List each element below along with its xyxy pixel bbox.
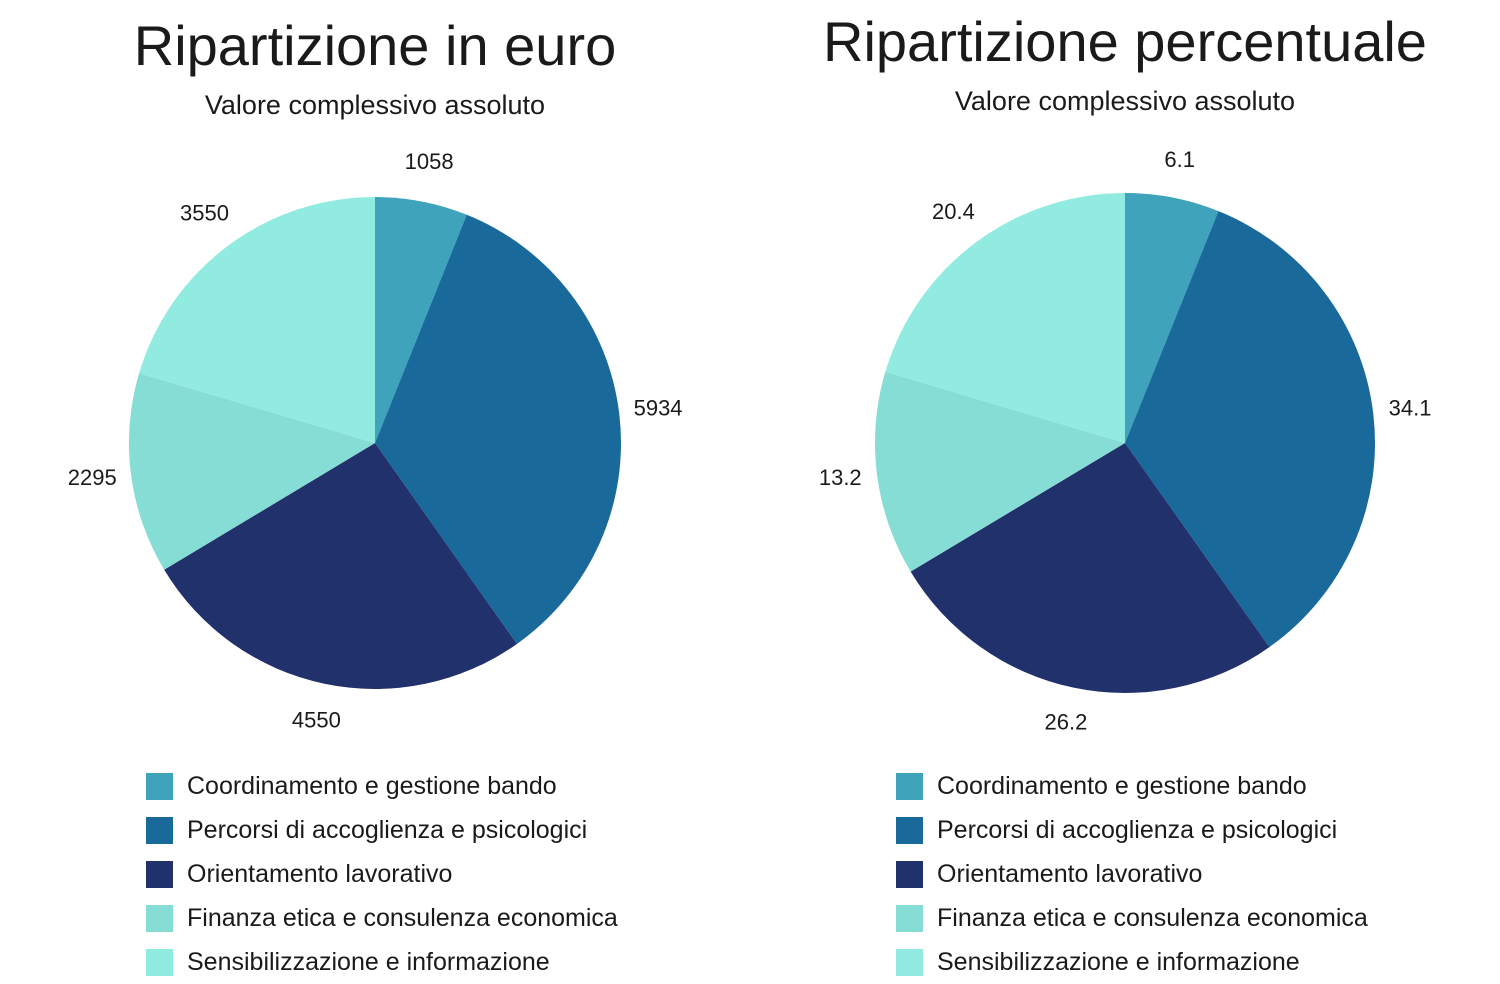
data-label: 13.2	[819, 465, 862, 490]
legend-swatch	[146, 948, 173, 976]
chart-panel-euro: Ripartizione in euro Valore complessivo …	[68, 14, 683, 984]
pie-slice[interactable]	[885, 193, 1125, 443]
pie-slice[interactable]	[375, 214, 621, 644]
pie-slice[interactable]	[1125, 211, 1375, 648]
chart-panel-percent: Ripartizione percentuale Valore compless…	[750, 0, 1500, 984]
legend-label: Coordinamento e gestione bando	[937, 771, 1307, 800]
legend-item[interactable]: Orientamento lavorativo	[146, 852, 618, 896]
data-label: 6.1	[1164, 147, 1195, 172]
legend-label: Coordinamento e gestione bando	[187, 771, 557, 800]
legend-label: Orientamento lavorativo	[187, 859, 453, 888]
data-label: 34.1	[1389, 396, 1432, 421]
legend-item[interactable]: Orientamento lavorativo	[896, 852, 1368, 896]
legend-item[interactable]: Coordinamento e gestione bando	[146, 764, 618, 808]
legend-item[interactable]: Percorsi di accoglienza e psicologici	[896, 808, 1368, 852]
chart-title: Ripartizione in euro	[133, 14, 617, 77]
legend-swatch	[146, 772, 173, 800]
data-label: 26.2	[1045, 710, 1088, 735]
legend: Coordinamento e gestione bando Percorsi …	[146, 764, 618, 984]
pie-chart-euro: 1058 5934 4550 2295 3550	[68, 149, 683, 733]
legend-swatch	[896, 816, 923, 844]
pie-slice[interactable]	[875, 371, 1125, 572]
legend-swatch	[146, 816, 173, 844]
chart-title: Ripartizione percentuale	[823, 10, 1427, 73]
legend: Coordinamento e gestione bando Percorsi …	[896, 764, 1368, 984]
data-label: 20.4	[932, 199, 975, 224]
data-label: 4550	[292, 708, 341, 733]
chart-subtitle: Valore complessivo assoluto	[954, 86, 1296, 116]
legend-label: Sensibilizzazione e informazione	[937, 947, 1300, 976]
legend-label: Percorsi di accoglienza e psicologici	[187, 815, 588, 844]
legend-item[interactable]: Sensibilizzazione e informazione	[146, 940, 618, 984]
pie-slice[interactable]	[375, 197, 467, 443]
pie-chart-percent: 6.1 34.1 26.2 13.2 20.4	[819, 147, 1432, 735]
data-label: 2295	[68, 465, 117, 490]
pie-slice[interactable]	[128, 373, 375, 570]
chart-subtitle: Valore complessivo assoluto	[204, 90, 546, 120]
legend-item[interactable]: Percorsi di accoglienza e psicologici	[146, 808, 618, 852]
pie-slice[interactable]	[1125, 193, 1219, 443]
legend-swatch	[146, 860, 173, 888]
legend-label: Finanza etica e consulenza economica	[187, 903, 618, 932]
legend-label: Percorsi di accoglienza e psicologici	[937, 815, 1338, 844]
legend-swatch	[146, 904, 173, 932]
legend-swatch	[896, 904, 923, 932]
pie-slice[interactable]	[164, 443, 517, 689]
legend-swatch	[896, 860, 923, 888]
legend-item[interactable]: Finanza etica e consulenza economica	[896, 896, 1368, 940]
legend-label: Finanza etica e consulenza economica	[937, 903, 1368, 932]
legend-label: Sensibilizzazione e informazione	[187, 947, 550, 976]
legend-item[interactable]: Finanza etica e consulenza economica	[146, 896, 618, 940]
data-label: 3550	[180, 200, 229, 225]
data-label: 1058	[405, 149, 454, 174]
pie-slice[interactable]	[139, 196, 375, 443]
legend-swatch	[896, 772, 923, 800]
pie-slice[interactable]	[910, 443, 1270, 693]
legend-item[interactable]: Coordinamento e gestione bando	[896, 764, 1368, 808]
legend-item[interactable]: Sensibilizzazione e informazione	[896, 940, 1368, 984]
data-label: 5934	[634, 396, 683, 421]
legend-label: Orientamento lavorativo	[937, 859, 1203, 888]
legend-swatch	[896, 948, 923, 976]
